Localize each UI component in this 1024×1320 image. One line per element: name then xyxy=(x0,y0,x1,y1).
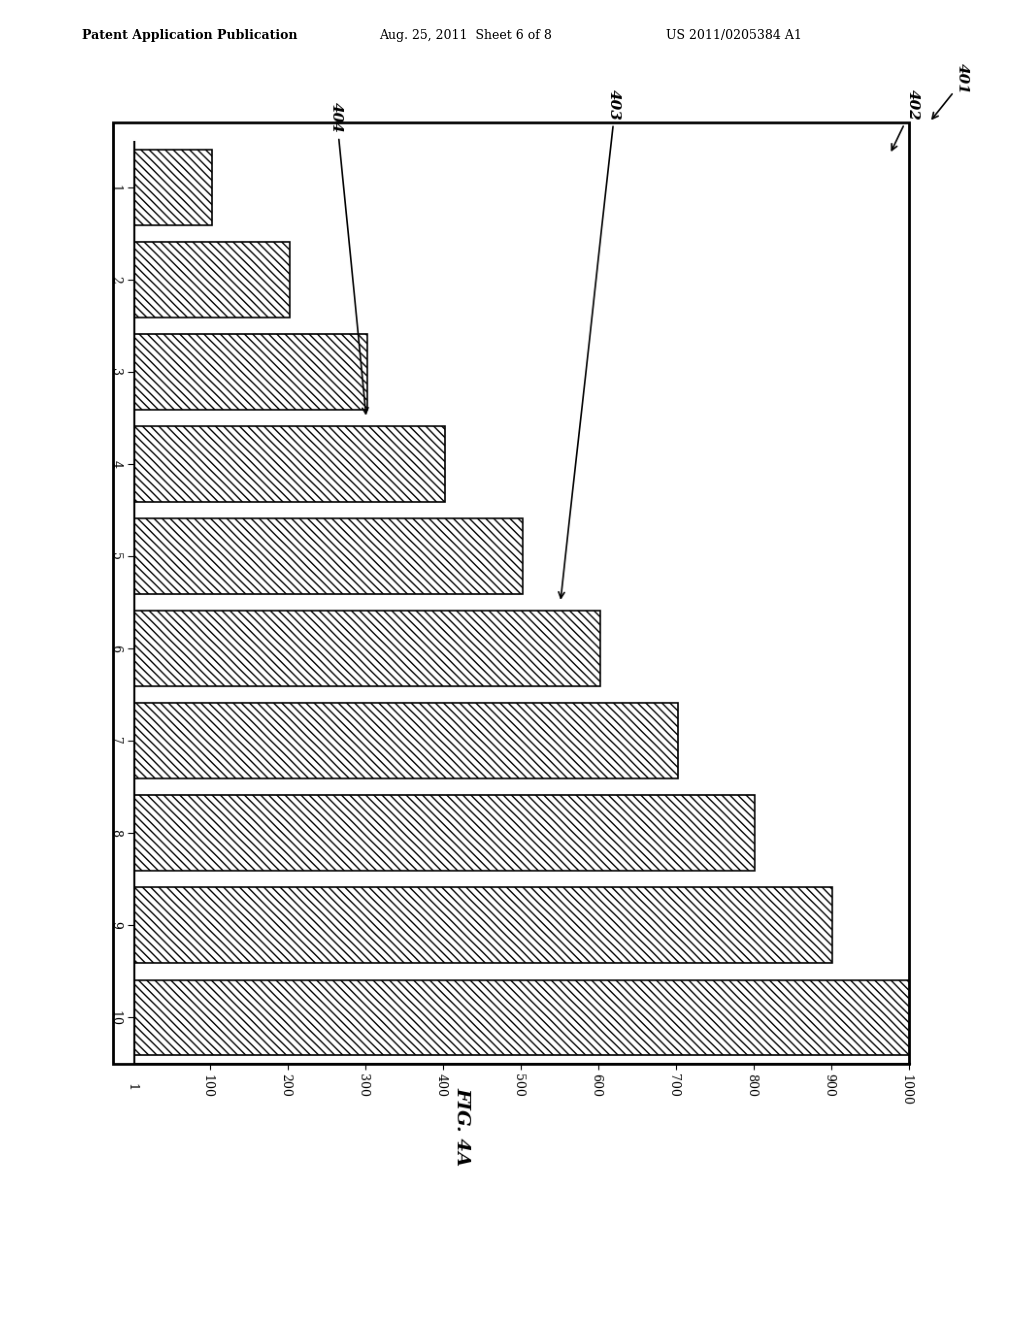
Text: US 2011/0205384 A1: US 2011/0205384 A1 xyxy=(666,29,802,42)
Text: Patent Application Publication: Patent Application Publication xyxy=(82,29,297,42)
Text: Aug. 25, 2011  Sheet 6 of 8: Aug. 25, 2011 Sheet 6 of 8 xyxy=(379,29,552,42)
